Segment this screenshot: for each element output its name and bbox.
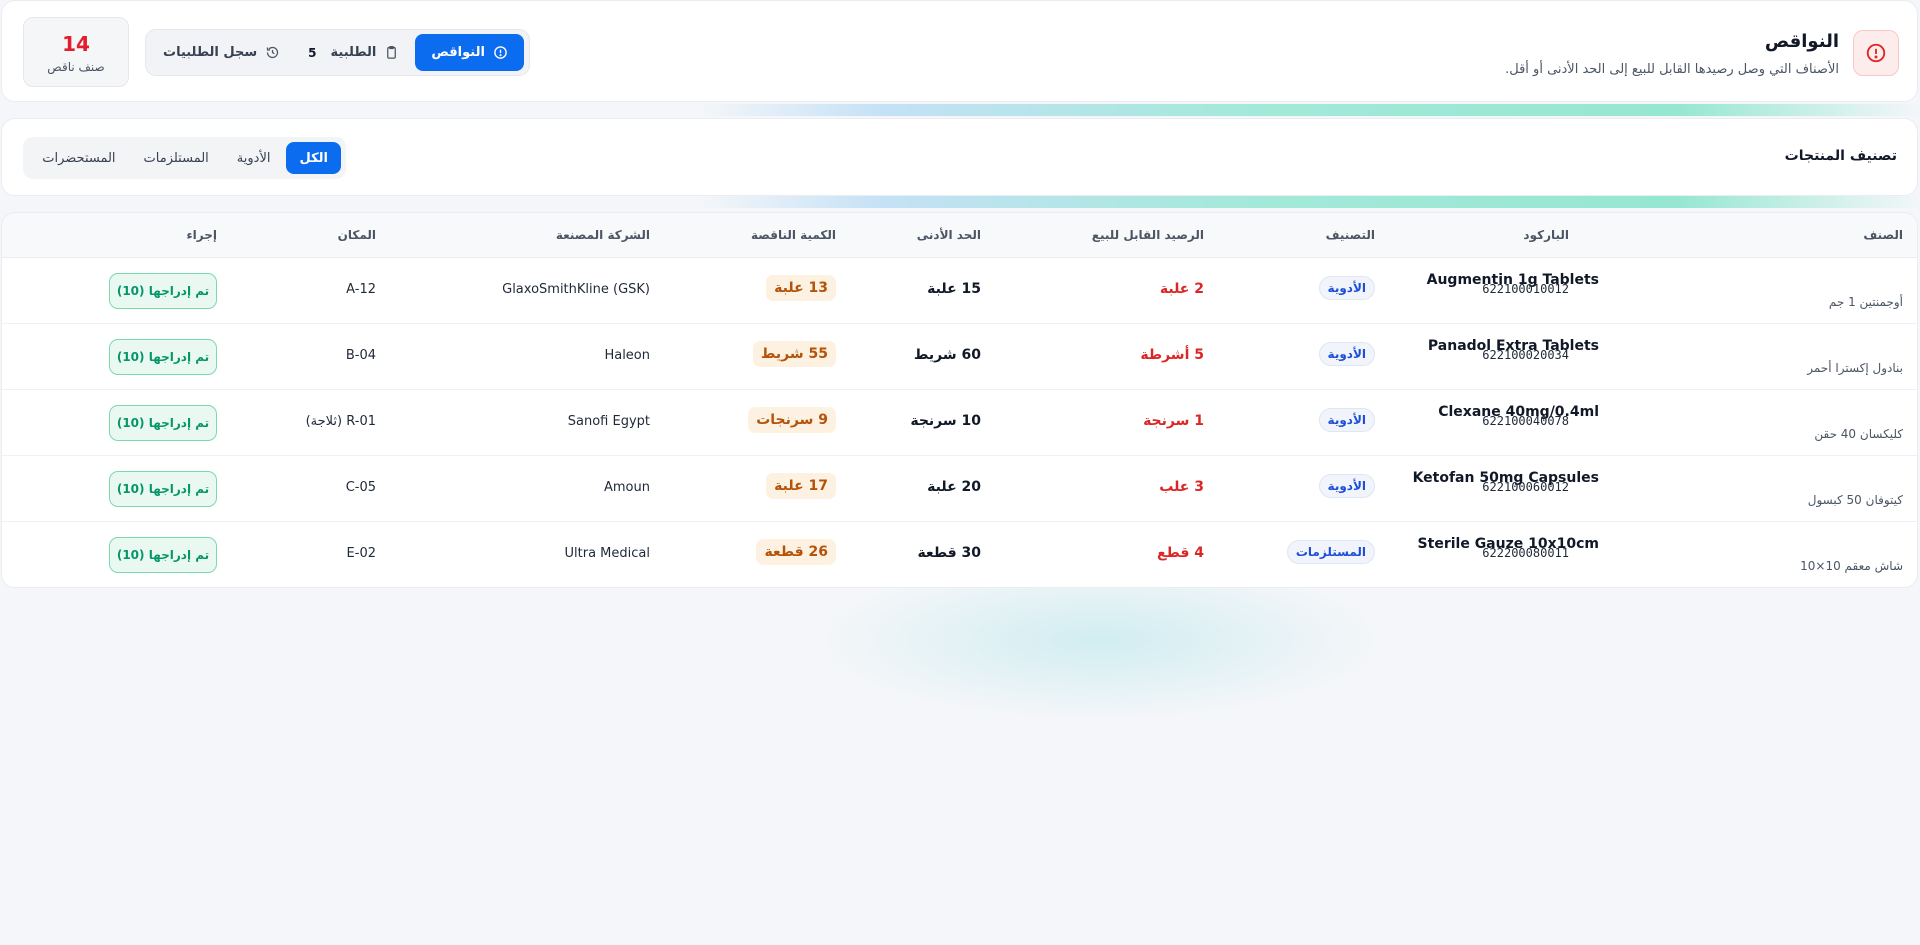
tab-order-history-label: سجل الطلبيات [163,45,258,60]
item-name-arabic: أوجمنتين 1 جم [1828,295,1903,309]
item-name: Panadol Extra Tablets [1427,338,1599,354]
manufacturer: Haleon [604,348,650,363]
category-badge: الأدوية [1318,276,1375,300]
item-barcode: 622100010012 [1482,282,1569,296]
sellable-balance: 5 أشرطة [1140,347,1204,363]
shortage-count-label: صنف ناقص [47,60,105,74]
tab-order-label: الطلبية [330,45,377,60]
shortage-count-card: 14 صنف ناقص [23,17,129,87]
tab-order-history[interactable]: سجل الطلبيات [151,34,292,71]
shortage-quantity: 55 شريط [752,341,836,367]
shortage-quantity: 26 قطعة [756,539,836,565]
table-row: Clexane 40mg/0.4ml كليكسان 40 حقن 622100… [2,390,1917,456]
tab-shortages-label: النواقص [431,45,485,60]
view-switcher: النواقص الطلبية 5 سجل الطلبيات [145,29,530,76]
chip-all[interactable]: الكل [286,142,341,174]
shelf-location: A-12 [346,282,376,297]
shelf-location: B-04 [345,348,376,363]
col-barcode: الباركود [1523,228,1569,242]
tab-order[interactable]: الطلبية 5 [296,34,411,71]
tab-shortages[interactable]: النواقص [415,34,524,71]
order-count-badge: 5 [308,45,317,60]
chip-supplies[interactable]: المستلزمات [143,150,209,166]
chip-cosmetics[interactable]: المستحضرات [42,150,116,166]
chip-medicines[interactable]: الأدوية [236,150,271,166]
col-min: الحد الأدنى [916,228,981,242]
table-row: Ketofan 50mg Capsules كيتوفان 50 كبسول 6… [2,456,1917,522]
history-icon [267,46,279,59]
sellable-balance: 2 علبة [1159,281,1204,297]
manufacturer: GlaxoSmithKline (GSK) [502,282,650,297]
item-name-arabic: بنادول إكسترا أحمر [1807,361,1903,375]
col-action: إجراء [186,228,217,242]
col-location: المكان [337,228,376,242]
minimum-level: 10 سرنجة [910,413,981,429]
item-name-arabic: شاش معقم 10×10 [1800,559,1903,573]
category-badge: الأدوية [1318,474,1375,498]
page-header: النواقص الأصناف التي وصل رصيدها القابل ل… [1,0,1918,102]
item-name-arabic: كليكسان 40 حقن [1814,427,1903,441]
col-short: الكمية الناقصة [751,228,836,242]
minimum-level: 60 شريط [913,347,981,363]
shortage-quantity: 17 علبة [766,473,836,499]
filter-title: تصنيف المنتجات [1784,148,1897,164]
shelf-location: R-01 (ثلاجة) [305,414,376,429]
filter-accent-bar [700,196,1920,208]
item-name: Sterile Gauze 10x10cm [1417,536,1599,552]
added-to-order-button[interactable]: تم إدراجها (10) [109,471,217,507]
page-subtitle: الأصناف التي وصل رصيدها القابل للبيع إلى… [1505,62,1839,77]
manufacturer: Amoun [604,480,650,495]
item-barcode: 622100020034 [1482,348,1569,362]
item-barcode: 622200080011 [1482,546,1569,560]
category-badge: الأدوية [1318,408,1375,432]
category-badge: المستلزمات [1286,540,1375,564]
added-to-order-button[interactable]: تم إدراجها (10) [109,405,217,441]
minimum-level: 15 علبة [927,281,981,297]
header-accent-bar [700,104,1920,116]
table-header: الصنف الباركود التصنيف الرصيد القابل للب… [2,213,1917,258]
added-to-order-button[interactable]: تم إدراجها (10) [109,273,217,309]
shelf-location: C-05 [345,480,376,495]
manufacturer: Sanofi Egypt [567,414,650,429]
category-badge: الأدوية [1318,342,1375,366]
item-name-arabic: كيتوفان 50 كبسول [1807,493,1903,507]
page-title: النواقص [1764,31,1839,52]
added-to-order-button[interactable]: تم إدراجها (10) [109,339,217,375]
table-row: Sterile Gauze 10x10cm شاش معقم 10×10 622… [2,522,1917,587]
item-barcode: 622100060012 [1482,480,1569,494]
table-row: Panadol Extra Tablets بنادول إكسترا أحمر… [2,324,1917,390]
item-name: Ketofan 50mg Capsules [1412,470,1599,486]
alert-circle-icon [1853,30,1899,76]
table-row: Augmentin 1g Tablets أوجمنتين 1 جم 62210… [2,258,1917,324]
category-chips: الكل الأدوية المستلزمات المستحضرات [23,137,346,179]
col-balance: الرصيد القابل للبيع [1091,228,1204,242]
shortage-quantity: 9 سرنجات [748,407,836,433]
col-item: الصنف [1863,228,1903,242]
added-to-order-button[interactable]: تم إدراجها (10) [109,537,217,573]
manufacturer: Ultra Medical [564,546,650,561]
col-maker: الشركة المصنعة [555,228,650,242]
minimum-level: 30 قطعة [917,545,981,561]
shelf-location: E-02 [346,546,376,561]
clipboard-icon [387,45,397,59]
item-name: Clexane 40mg/0.4ml [1438,404,1599,420]
item-barcode: 622100040078 [1482,414,1569,428]
sellable-balance: 3 علب [1159,479,1204,495]
item-name: Augmentin 1g Tablets [1426,272,1599,288]
minimum-level: 20 علبة [927,479,981,495]
sellable-balance: 1 سرنجة [1143,413,1204,429]
sellable-balance: 4 قطع [1157,545,1204,561]
shortage-count: 14 [62,32,90,56]
shortages-table: الصنف الباركود التصنيف الرصيد القابل للب… [1,212,1918,588]
col-category: التصنيف [1325,228,1375,242]
alert-circle-icon [494,46,507,59]
shortage-quantity: 13 علبة [766,275,836,301]
category-filter: تصنيف المنتجات الكل الأدوية المستلزمات ا… [1,118,1918,196]
